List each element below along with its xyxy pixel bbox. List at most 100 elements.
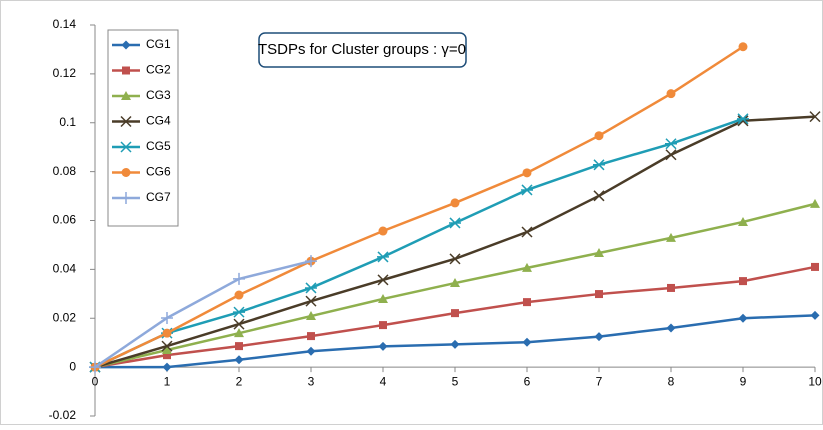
chart-title: TSDPs for Cluster groups : γ=0 [258, 41, 466, 58]
marker [522, 337, 532, 347]
marker [122, 66, 130, 75]
marker [162, 362, 172, 372]
marker [307, 332, 315, 341]
marker [665, 149, 677, 161]
marker [739, 277, 747, 286]
marker [666, 232, 676, 242]
x-tick-label: 9 [740, 374, 747, 388]
x-tick-label: 3 [308, 374, 315, 388]
series-line [94, 259, 312, 369]
series-line [94, 117, 744, 369]
marker [377, 274, 389, 286]
y-tick-label: 0.12 [53, 66, 77, 80]
marker [521, 226, 533, 238]
marker [450, 198, 460, 208]
x-tick-label: 10 [808, 374, 822, 388]
marker [521, 184, 533, 196]
marker [89, 361, 101, 374]
y-tick-label: -0.02 [49, 408, 77, 422]
marker [162, 328, 172, 338]
marker [451, 309, 459, 318]
legend-label: CG7 [146, 190, 171, 204]
marker [120, 115, 132, 128]
marker [738, 313, 748, 323]
marker [737, 113, 749, 125]
y-tick-label: 0.04 [53, 262, 77, 276]
marker [594, 131, 604, 141]
x-tick-label: 1 [164, 374, 171, 388]
x-tick-label: 6 [524, 374, 531, 388]
marker [161, 340, 173, 352]
marker [235, 342, 243, 351]
marker [233, 318, 245, 330]
marker [120, 192, 132, 204]
marker [234, 355, 244, 365]
marker [378, 293, 388, 303]
legend-label: CG2 [146, 63, 171, 77]
marker [163, 351, 171, 360]
marker [306, 346, 316, 356]
marker [666, 89, 676, 99]
marker [594, 332, 604, 342]
marker [810, 198, 820, 208]
marker [594, 248, 604, 258]
marker [377, 251, 389, 263]
marker [450, 339, 460, 349]
legend-label: CG5 [146, 139, 171, 153]
marker [811, 262, 819, 271]
marker [378, 226, 388, 236]
marker [378, 341, 388, 351]
series-line [94, 45, 744, 369]
x-tick-label: 8 [668, 374, 675, 388]
y-tick-label: 0.02 [53, 310, 77, 324]
marker [667, 283, 675, 292]
marker [449, 253, 461, 265]
marker [593, 190, 605, 202]
marker [162, 345, 172, 355]
marker [522, 262, 532, 272]
y-tick-label: 0.06 [53, 213, 77, 227]
x-tick-label: 4 [380, 374, 387, 388]
marker [523, 298, 531, 307]
marker [665, 138, 677, 150]
marker [737, 115, 749, 127]
legend-label: CG3 [146, 88, 171, 102]
legend-label: CG4 [146, 114, 171, 128]
marker [120, 141, 132, 153]
marker [233, 272, 245, 285]
marker [161, 312, 173, 325]
marker [522, 168, 532, 178]
marker [121, 168, 131, 177]
marker [121, 91, 131, 100]
y-tick-label: 0.14 [53, 17, 77, 31]
legend-label: CG6 [146, 165, 171, 179]
marker [305, 282, 317, 294]
marker [234, 328, 244, 338]
marker [450, 278, 460, 288]
y-tick-label: 0.08 [53, 164, 77, 178]
marker [449, 217, 461, 229]
marker [595, 290, 603, 299]
marker [593, 159, 605, 171]
marker [809, 111, 821, 123]
marker [738, 216, 748, 226]
marker [305, 255, 317, 268]
marker [810, 310, 820, 320]
x-tick-label: 2 [236, 374, 243, 388]
marker [121, 40, 131, 50]
marker [233, 306, 245, 318]
x-tick-label: 0 [92, 374, 99, 388]
marker [738, 42, 748, 52]
y-tick-label: 0 [69, 359, 76, 373]
marker [306, 311, 316, 321]
x-tick-label: 7 [596, 374, 603, 388]
marker [234, 290, 244, 300]
marker [666, 323, 676, 333]
x-tick-label: 5 [452, 374, 459, 388]
marker [305, 295, 317, 307]
title-box [258, 32, 467, 68]
marker [379, 321, 387, 330]
legend-label: CG1 [146, 37, 171, 51]
legend-box [107, 29, 179, 227]
